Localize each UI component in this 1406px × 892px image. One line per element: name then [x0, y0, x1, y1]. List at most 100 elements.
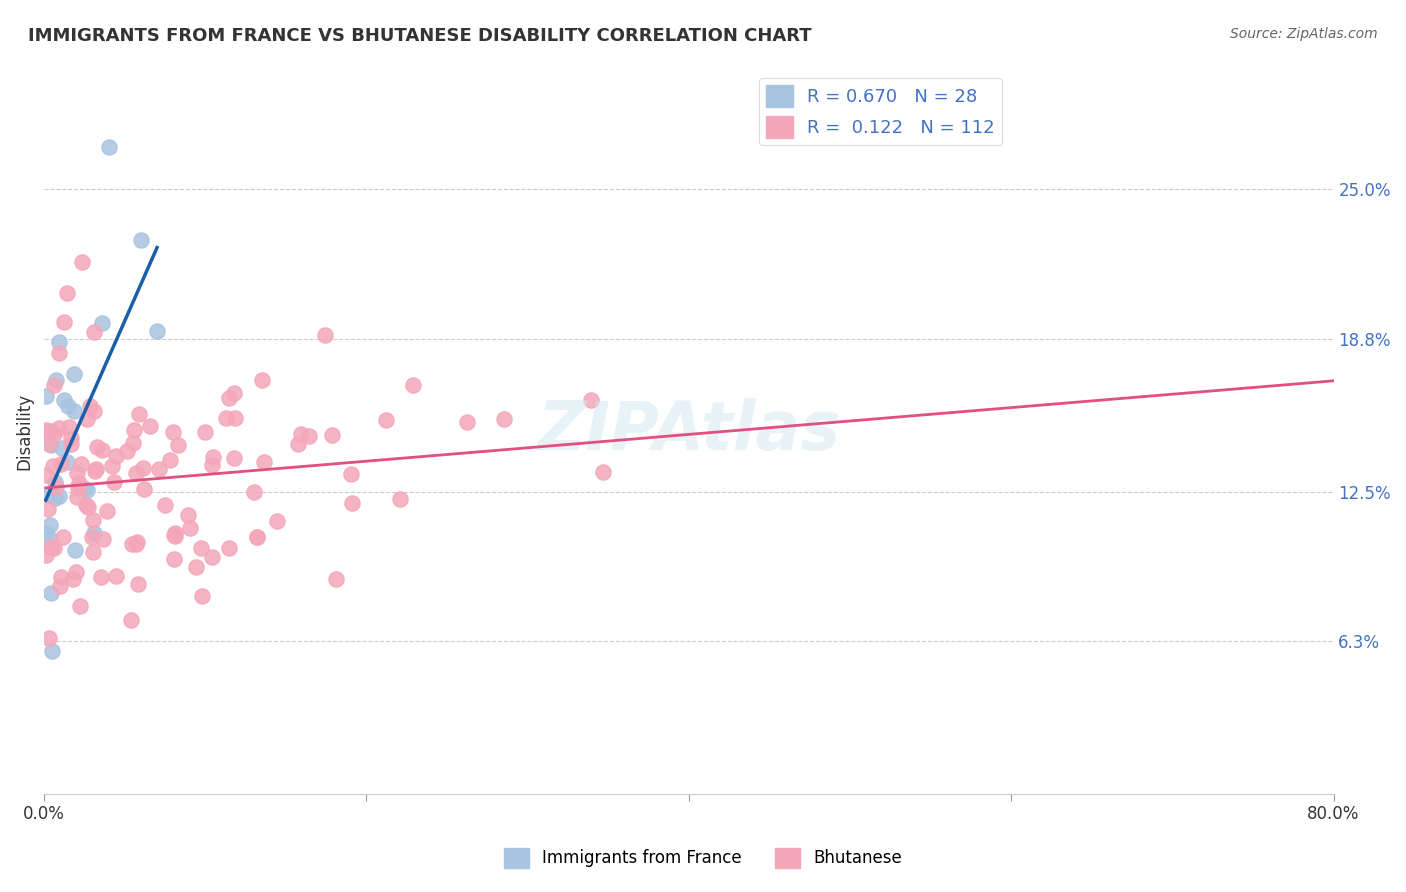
Point: [121, 436, 143, 450]
Point: [67, 477, 90, 491]
Point: [70, 457, 93, 471]
Point: [49, 458, 72, 472]
Point: [48, 335, 70, 350]
Point: [132, 461, 155, 475]
Point: [243, 484, 266, 499]
Point: [456, 415, 478, 429]
Point: [35, 526, 58, 541]
Point: [191, 589, 214, 603]
Point: [91, 442, 114, 457]
Point: [201, 458, 224, 473]
Point: [52, 531, 75, 545]
Point: [218, 541, 240, 556]
Point: [56, 399, 79, 413]
Point: [82, 545, 104, 559]
Point: [42, 541, 65, 555]
Point: [39, 585, 62, 599]
Point: [49, 579, 72, 593]
Point: [340, 467, 363, 481]
Point: [125, 537, 148, 551]
Point: [155, 498, 177, 512]
Point: [79, 399, 101, 413]
Point: [581, 392, 603, 407]
Point: [128, 408, 150, 422]
Point: [315, 327, 337, 342]
Point: [58, 420, 80, 434]
Point: [246, 531, 269, 545]
Point: [83, 525, 105, 540]
Point: [215, 410, 238, 425]
Point: [375, 413, 398, 427]
Point: [83, 404, 105, 418]
Point: [177, 508, 200, 522]
Point: [75, 499, 97, 513]
Point: [159, 453, 181, 467]
Point: [77, 500, 100, 515]
Point: [266, 514, 288, 528]
Point: [76, 483, 98, 498]
Point: [83, 464, 105, 478]
Point: [41, 644, 63, 658]
Point: [35, 549, 58, 563]
Point: [105, 449, 128, 463]
Point: [103, 475, 125, 489]
Point: [51, 441, 73, 455]
Point: [67, 475, 90, 490]
Point: [146, 324, 169, 338]
Point: [86, 440, 108, 454]
Point: [290, 427, 312, 442]
Point: [42, 427, 65, 442]
Point: [162, 552, 184, 566]
Point: [125, 467, 148, 481]
Point: [35, 389, 58, 403]
Legend: R = 0.670   N = 28, R =  0.122   N = 112: R = 0.670 N = 28, R = 0.122 N = 112: [759, 78, 1002, 145]
Point: [287, 437, 309, 451]
Point: [66, 491, 89, 505]
Point: [35, 423, 58, 437]
Point: [90, 316, 112, 330]
Point: [48, 489, 70, 503]
Point: [245, 530, 267, 544]
Point: [224, 451, 246, 466]
Point: [129, 233, 152, 247]
Point: [38, 437, 60, 451]
Point: [321, 428, 343, 442]
Point: [55, 285, 77, 300]
Point: [39, 438, 62, 452]
Point: [45, 373, 67, 387]
Point: [340, 496, 363, 510]
Point: [76, 412, 98, 426]
Point: [52, 392, 75, 407]
Point: [38, 631, 60, 645]
Point: [201, 549, 224, 564]
Point: [48, 346, 70, 360]
Point: [38, 517, 60, 532]
Point: [325, 572, 347, 586]
Point: [53, 315, 76, 329]
Point: [122, 423, 145, 437]
Point: [125, 535, 148, 549]
Point: [166, 438, 188, 452]
Point: [69, 599, 91, 613]
Point: [592, 465, 614, 479]
Point: [194, 425, 217, 439]
Point: [37, 502, 59, 516]
Text: Source: ZipAtlas.com: Source: ZipAtlas.com: [1230, 27, 1378, 41]
Point: [49, 569, 72, 583]
Point: [218, 392, 240, 406]
Point: [139, 419, 162, 434]
Point: [184, 560, 207, 574]
Point: [97, 140, 120, 154]
Point: [70, 255, 93, 269]
Point: [163, 529, 186, 543]
Point: [402, 377, 425, 392]
Point: [63, 543, 86, 558]
Point: [39, 540, 62, 554]
Point: [44, 378, 66, 392]
Point: [44, 491, 66, 505]
Point: [101, 459, 124, 474]
Point: [224, 386, 246, 401]
Y-axis label: Disability: Disability: [15, 392, 32, 470]
Legend: Immigrants from France, Bhutanese: Immigrants from France, Bhutanese: [498, 841, 908, 875]
Point: [83, 325, 105, 339]
